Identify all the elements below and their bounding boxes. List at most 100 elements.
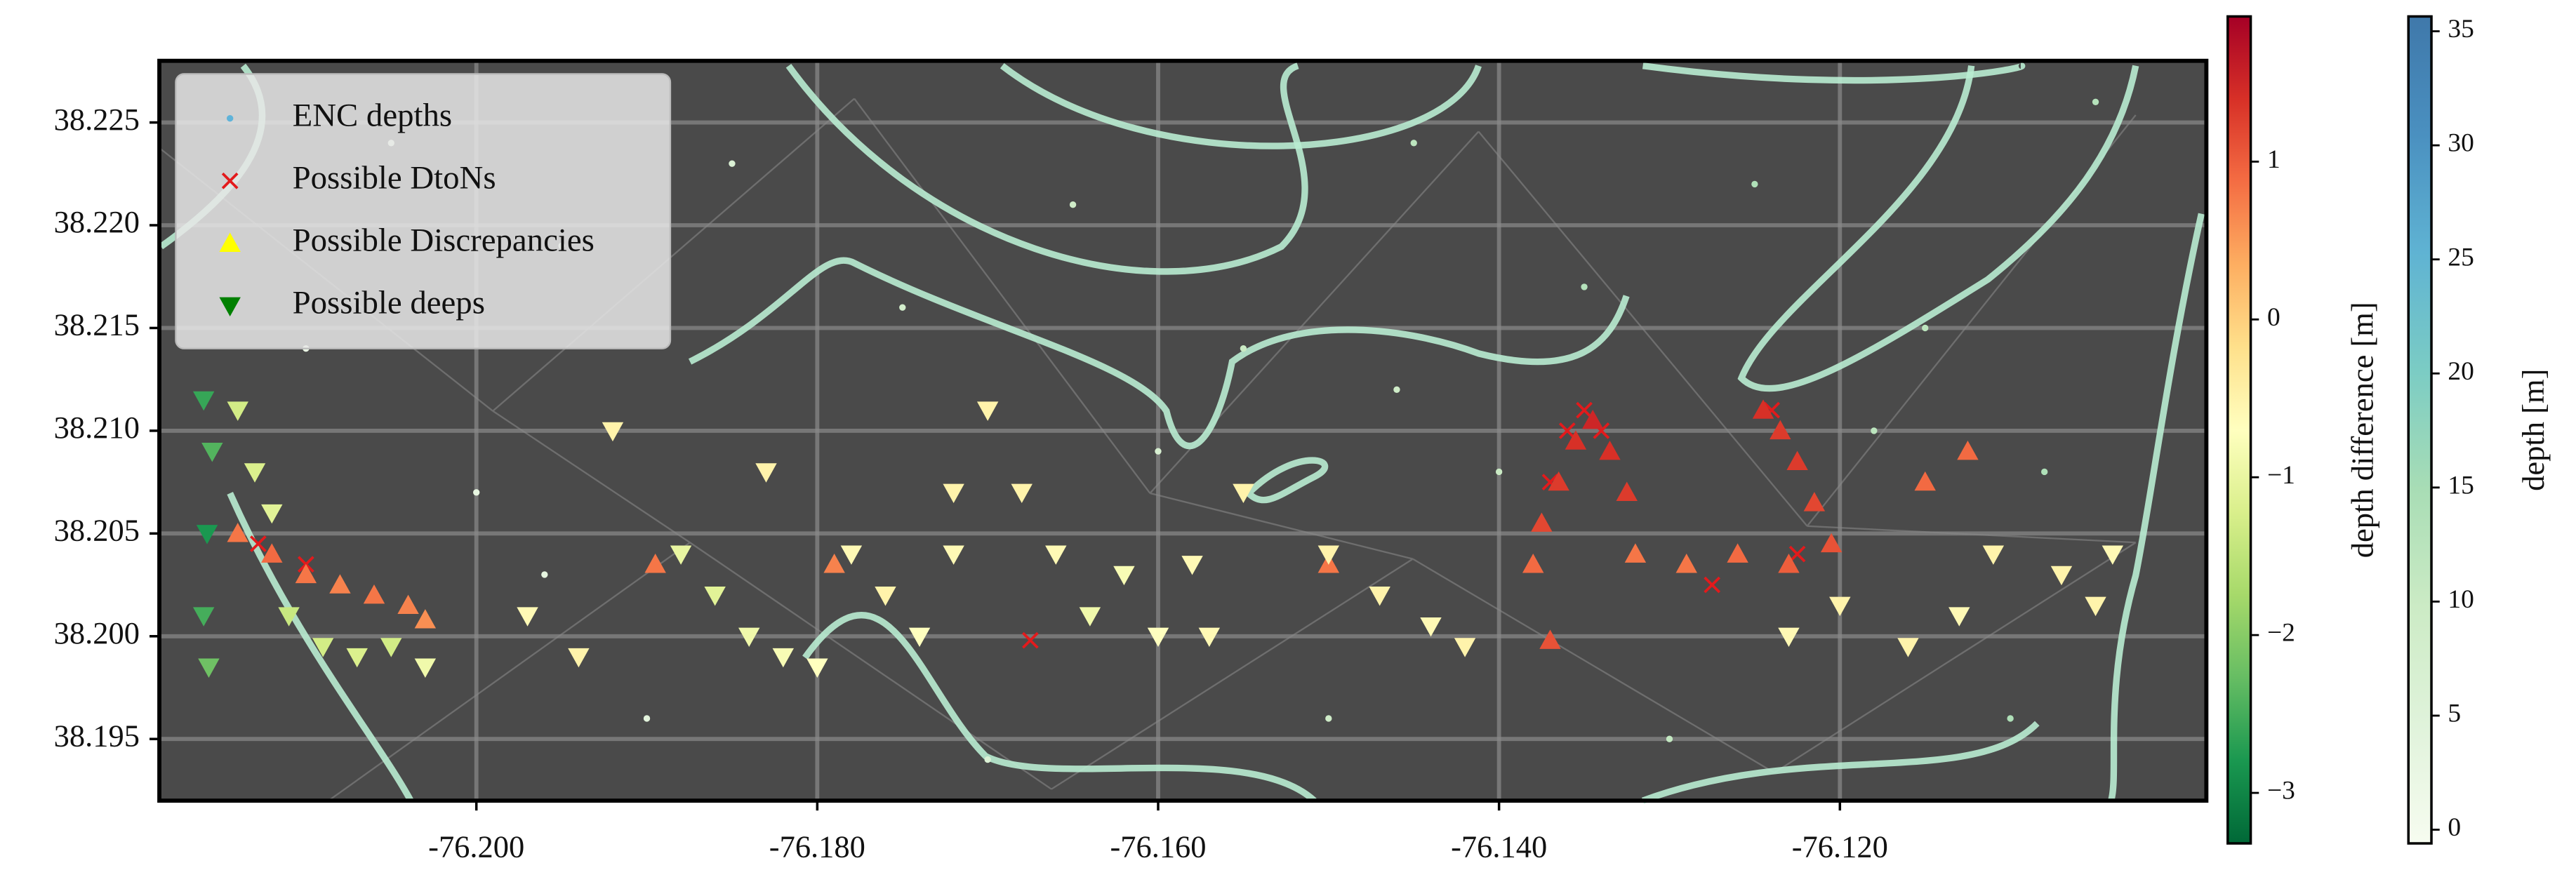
data-point <box>823 554 845 573</box>
data-point <box>1410 140 1417 147</box>
data-point <box>943 545 964 565</box>
data-point <box>1957 440 1979 460</box>
x-tick-label: -76.200 <box>428 829 524 864</box>
colorbar-tick-label: −1 <box>2267 461 2295 490</box>
data-point <box>227 523 248 542</box>
colorbar <box>2226 15 2252 845</box>
colorbar-tick-label: 25 <box>2448 243 2474 272</box>
legend-label: ENC depths <box>293 97 453 133</box>
data-point <box>1155 448 1162 455</box>
data-point <box>346 648 368 668</box>
data-point <box>261 543 283 563</box>
data-point <box>908 627 931 648</box>
x-tick-label: -76.180 <box>769 829 865 864</box>
colorbar-tick-label: 0 <box>2267 303 2280 332</box>
data-point <box>1198 627 1221 648</box>
data-point <box>976 401 999 421</box>
data-point <box>1522 554 1544 573</box>
data-point <box>899 304 906 311</box>
legend-box <box>175 73 672 349</box>
data-point <box>840 545 863 565</box>
colorbar-tick-label: 5 <box>2448 700 2461 728</box>
y-tick-label: 38.195 <box>54 718 140 753</box>
data-point <box>250 535 267 552</box>
data-point <box>943 483 964 503</box>
y-tick-label: 38.210 <box>54 410 140 445</box>
data-point <box>602 422 624 442</box>
data-point <box>414 609 437 629</box>
data-point <box>1317 545 1340 565</box>
data-point <box>2041 468 2048 476</box>
data-point <box>806 658 828 678</box>
data-point <box>329 574 351 594</box>
data-point <box>261 504 283 524</box>
data-point <box>244 463 266 483</box>
legend-label: Possible deeps <box>293 285 485 321</box>
data-point <box>201 443 223 462</box>
data-point <box>1011 483 1033 503</box>
data-point <box>380 638 402 657</box>
data-point <box>1147 627 1169 648</box>
data-point <box>227 401 248 421</box>
data-point <box>2092 98 2099 105</box>
data-point <box>192 391 215 411</box>
colorbar-tick-label: 35 <box>2448 15 2474 44</box>
y-tick-label: 38.215 <box>54 307 140 342</box>
data-point <box>1420 617 1442 637</box>
legend-marker <box>219 232 241 252</box>
data-point <box>196 525 218 544</box>
data-point <box>670 545 692 565</box>
marks <box>192 98 2124 763</box>
data-point <box>541 571 548 578</box>
legend-marker <box>221 172 239 189</box>
data-point <box>2050 566 2073 586</box>
colorbar-tick-label: −2 <box>2267 619 2295 648</box>
data-point <box>644 554 666 573</box>
legend: ENC depths Possible DtoNs Possible Discrep… <box>175 73 672 349</box>
data-point <box>875 587 896 606</box>
data-point <box>1548 471 1569 491</box>
data-point <box>755 463 777 483</box>
data-point <box>772 648 794 668</box>
data-point <box>1045 545 1067 565</box>
data-point <box>1233 483 1254 503</box>
data-point <box>1624 543 1647 563</box>
colorbar-tick-label: 20 <box>2448 357 2474 386</box>
data-point <box>1666 735 1673 742</box>
data-point <box>1675 554 1697 573</box>
colorbar-label: depth difference [m] <box>2345 302 2380 558</box>
data-point <box>738 627 760 648</box>
colorbar-tick-label: −3 <box>2267 777 2295 805</box>
contours <box>159 62 2205 804</box>
data-point <box>1565 430 1587 450</box>
data-point <box>1181 556 1203 575</box>
x-tick-label: -76.140 <box>1451 829 1547 864</box>
data-point <box>198 658 220 678</box>
data-point <box>1495 468 1503 476</box>
data-point <box>295 563 317 584</box>
data-point <box>1770 420 1791 440</box>
colorbar-tick-label: 1 <box>2267 145 2280 174</box>
data-point <box>984 756 991 763</box>
colorbar-tick-label: 10 <box>2448 585 2474 614</box>
data-point <box>1599 440 1621 460</box>
data-point <box>1022 631 1039 649</box>
data-point <box>1113 566 1135 586</box>
data-point <box>1616 481 1638 501</box>
data-point <box>1325 715 1332 722</box>
data-point <box>1069 201 1077 208</box>
data-point <box>1778 554 1800 573</box>
data-point <box>1871 427 1878 434</box>
legend-marker <box>219 297 241 317</box>
data-point <box>2085 596 2106 617</box>
data-point <box>1704 576 1721 594</box>
data-point <box>1539 629 1561 649</box>
data-point <box>1922 324 1929 332</box>
data-point <box>704 587 726 606</box>
data-point <box>414 658 437 678</box>
data-point <box>1558 422 1576 439</box>
legend-label: Possible DtoNs <box>293 159 496 196</box>
data-point <box>312 638 334 657</box>
